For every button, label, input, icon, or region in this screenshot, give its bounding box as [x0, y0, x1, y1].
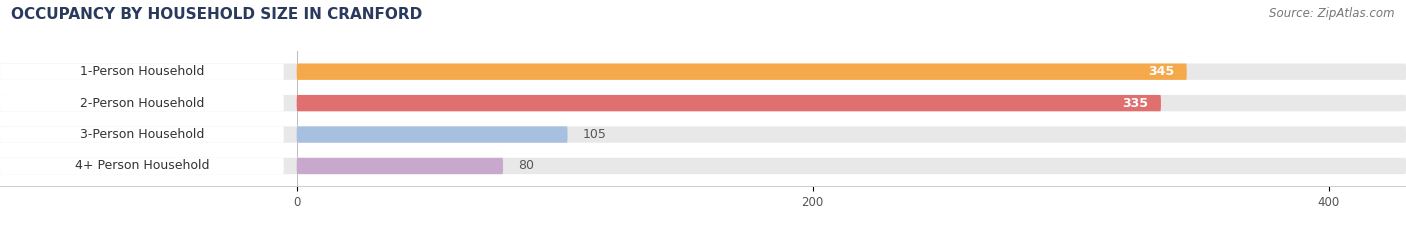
Text: OCCUPANCY BY HOUSEHOLD SIZE IN CRANFORD: OCCUPANCY BY HOUSEHOLD SIZE IN CRANFORD	[11, 7, 422, 22]
Text: 335: 335	[1122, 97, 1149, 110]
Text: 1-Person Household: 1-Person Household	[80, 65, 204, 78]
FancyBboxPatch shape	[0, 158, 1406, 174]
FancyBboxPatch shape	[297, 95, 1161, 111]
FancyBboxPatch shape	[297, 158, 503, 174]
Text: 345: 345	[1147, 65, 1174, 78]
FancyBboxPatch shape	[0, 126, 284, 143]
Text: 4+ Person Household: 4+ Person Household	[75, 159, 209, 172]
FancyBboxPatch shape	[297, 126, 568, 143]
FancyBboxPatch shape	[0, 95, 1406, 111]
FancyBboxPatch shape	[0, 158, 284, 174]
Text: 3-Person Household: 3-Person Household	[80, 128, 204, 141]
FancyBboxPatch shape	[0, 64, 284, 80]
FancyBboxPatch shape	[0, 64, 1406, 80]
FancyBboxPatch shape	[0, 126, 1406, 143]
Text: 105: 105	[583, 128, 607, 141]
FancyBboxPatch shape	[0, 95, 284, 111]
Text: 80: 80	[519, 159, 534, 172]
Text: Source: ZipAtlas.com: Source: ZipAtlas.com	[1270, 7, 1395, 20]
Text: 2-Person Household: 2-Person Household	[80, 97, 204, 110]
FancyBboxPatch shape	[297, 64, 1187, 80]
